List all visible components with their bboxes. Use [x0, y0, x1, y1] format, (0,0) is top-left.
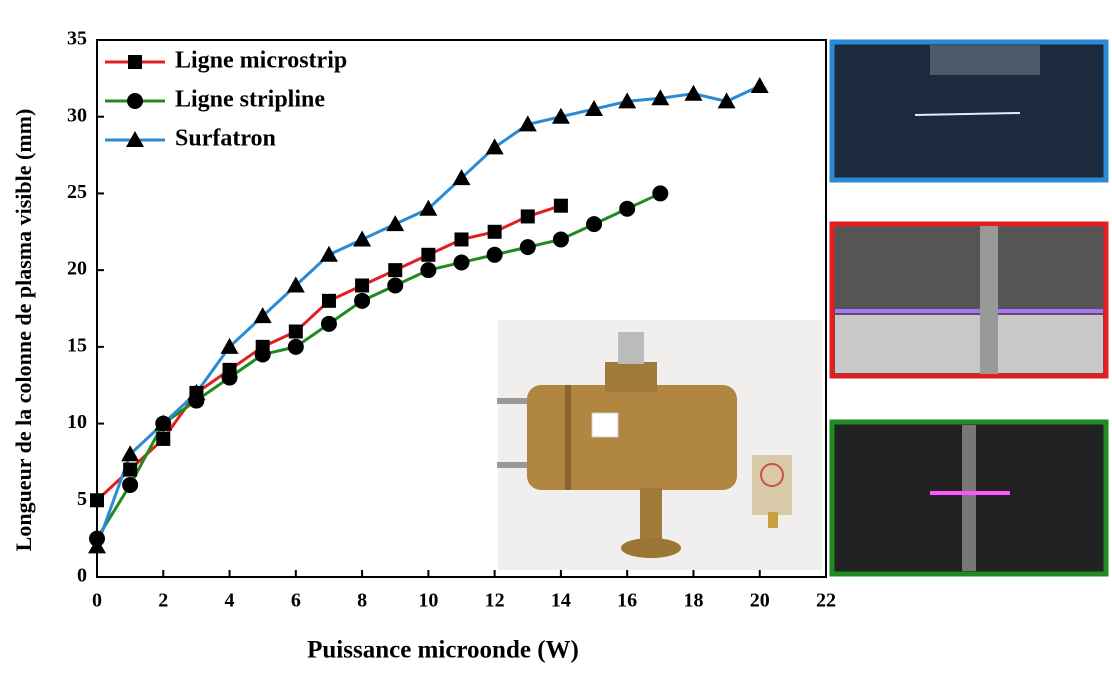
plot-frame	[96, 39, 827, 578]
marker	[319, 245, 338, 262]
x-axis-label: Puissance microonde (W)	[307, 637, 579, 664]
x-tick-label: 8	[357, 590, 367, 612]
y-tick-label: 5	[77, 488, 87, 510]
marker	[288, 324, 303, 339]
marker	[551, 107, 570, 124]
y-tick-label: 30	[67, 104, 87, 126]
x-tick-label: 16	[617, 590, 637, 612]
y-tick-label: 25	[67, 181, 87, 203]
marker	[220, 337, 239, 354]
marker	[553, 198, 568, 213]
marker	[750, 77, 769, 94]
marker	[717, 92, 736, 109]
marker	[123, 462, 138, 477]
marker	[90, 493, 104, 508]
marker	[420, 262, 437, 279]
x-tick-label: 12	[485, 590, 505, 612]
y-tick-label: 10	[67, 411, 87, 433]
marker	[684, 84, 703, 101]
legend-marker	[126, 131, 144, 147]
y-tick-label: 0	[77, 565, 87, 587]
marker	[452, 169, 471, 186]
marker	[221, 369, 238, 386]
legend-label: Ligne stripline	[175, 87, 325, 113]
marker	[354, 292, 371, 309]
marker	[353, 230, 372, 247]
x-tick-label: 10	[418, 590, 438, 612]
marker	[585, 100, 604, 117]
marker	[619, 200, 636, 217]
x-tick-label: 14	[551, 590, 571, 612]
marker	[386, 215, 405, 232]
inset-photo	[497, 320, 822, 570]
legend-marker	[128, 55, 142, 69]
marker	[552, 231, 569, 248]
marker	[652, 185, 669, 202]
marker	[187, 383, 206, 400]
marker	[618, 92, 637, 109]
marker	[486, 246, 503, 263]
marker	[388, 263, 403, 278]
marker	[154, 414, 173, 431]
marker	[88, 537, 106, 554]
marker	[421, 247, 436, 262]
x-tick-label: 18	[683, 590, 703, 612]
y-tick-label: 15	[67, 334, 87, 356]
x-tick-label: 6	[291, 590, 301, 612]
y-axis-label: Longueur de la colonne de plasma visible…	[11, 109, 36, 552]
marker	[121, 445, 140, 462]
marker	[286, 276, 305, 293]
marker	[156, 431, 171, 446]
photo-stripline	[829, 419, 1109, 577]
legend-label: Surfatron	[175, 126, 276, 152]
x-tick-label: 2	[158, 590, 168, 612]
marker	[320, 315, 337, 332]
marker	[519, 239, 536, 256]
marker	[387, 277, 404, 294]
marker	[355, 278, 370, 293]
y-tick-label: 35	[67, 28, 87, 50]
marker	[287, 338, 304, 355]
marker	[520, 209, 535, 224]
marker	[254, 346, 271, 363]
legend-label: Ligne microstrip	[175, 48, 347, 74]
marker	[485, 138, 504, 155]
x-tick-label: 22	[816, 590, 836, 612]
x-tick-label: 0	[92, 590, 102, 612]
x-tick-label: 4	[225, 590, 235, 612]
marker	[321, 293, 336, 308]
marker	[586, 216, 603, 233]
marker	[122, 476, 139, 493]
y-tick-label: 20	[67, 258, 87, 280]
marker	[253, 307, 272, 324]
marker	[518, 115, 537, 132]
marker	[419, 199, 438, 216]
marker	[487, 224, 502, 239]
photo-microstrip	[829, 221, 1109, 379]
photo-surfatron	[829, 39, 1109, 183]
marker	[651, 89, 670, 106]
marker	[454, 232, 469, 247]
marker	[453, 254, 470, 271]
x-tick-label: 20	[750, 590, 770, 612]
legend-marker	[127, 93, 143, 109]
